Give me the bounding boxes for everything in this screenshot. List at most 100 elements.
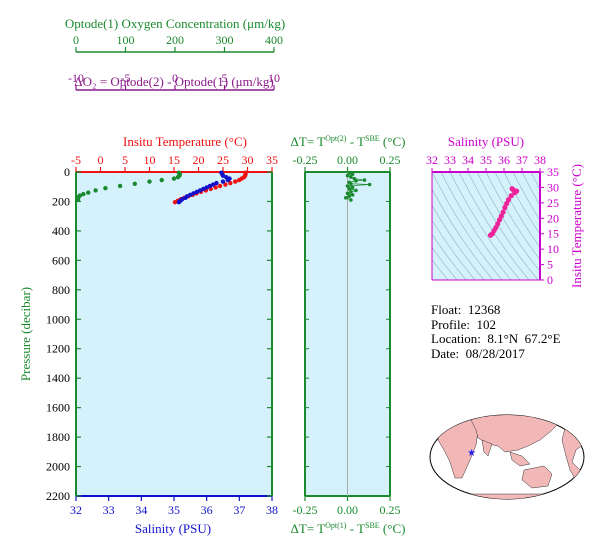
ts-x-tick-label: 37: [516, 153, 528, 167]
temperature-tick-label: 0: [98, 153, 104, 167]
temperature-point: [233, 179, 238, 184]
ts-y-tick-label: 35: [547, 165, 559, 179]
pressure-tick-label: 200: [52, 194, 70, 208]
delta-o2-axis: ΔO₂ = Optode(2) - Optode(1) (μm/kg) -10 -…: [68, 71, 280, 91]
ts-x-tick-label: 35: [480, 153, 492, 167]
ts-x-tick-label: 32: [426, 153, 438, 167]
salinity-point: [176, 199, 182, 205]
ts-y-tick-label: 10: [547, 242, 559, 256]
oxygen-point: [159, 177, 164, 183]
salinity-tick-label: 34: [135, 503, 147, 517]
oxygen-point: [117, 183, 123, 189]
delta-t-bottom-tick-label: -0.25: [293, 503, 318, 517]
ts-isopycnal: [432, 204, 485, 280]
pressure-tick-label: 1000: [46, 312, 70, 326]
profile-panel: Insitu Temperature (°C) -5 0 5 10 15 20 25 30 35…: [18, 134, 278, 536]
ts-isopycnal: [585, 172, 608, 280]
delta-t-top-tick-label: -0.25: [293, 153, 318, 167]
float-id: Float: 12368: [431, 302, 501, 317]
pressure-tick-label: 1200: [46, 342, 70, 356]
delta-o2-axis-label: ΔO₂ = Optode(2) - Optode(1) (μm/kg): [74, 74, 273, 89]
ts-y-tick-label: 25: [547, 196, 559, 210]
ts-x-tick-label: 36: [498, 153, 510, 167]
ts-isopycnal: [432, 259, 449, 280]
pressure-tick-label: 0: [64, 165, 70, 179]
pressure-tick-label: 1400: [46, 371, 70, 385]
temperature-point: [236, 177, 242, 183]
pressure-axis-label: Pressure (decibar): [18, 287, 33, 381]
pressure-tick-label: 2000: [46, 460, 70, 474]
oxygen-tick-label: 400: [265, 33, 283, 47]
delta-t-point: [350, 172, 355, 177]
delta-t-point: [350, 193, 355, 197]
ts-y-tick-label: 0: [547, 273, 553, 287]
temperature-tick-label: 20: [193, 153, 205, 167]
float-location: Location: 8.1°N 67.2°E: [431, 331, 561, 346]
oxygen-tick-label: 100: [117, 33, 135, 47]
delta-o2-tick-label: -10: [68, 71, 84, 85]
delta-t-point: [367, 182, 372, 187]
oxygen-point: [93, 188, 98, 193]
oxygen-point: [81, 191, 86, 197]
ts-y-axis-label: Insitu Temperature (°C): [569, 164, 584, 288]
delta-o2-tick-label: 10: [268, 71, 280, 85]
salinity-point: [220, 179, 226, 184]
ts-x-tick-label: 33: [444, 153, 456, 167]
temperature-tick-label: 15: [168, 153, 180, 167]
temperature-tick-label: -5: [71, 153, 81, 167]
pressure-tick-label: 1600: [46, 401, 70, 415]
delta-o2-tick-label: -5: [121, 71, 131, 85]
delta-t-panel: ΔT= TOpt(2) - TSBE (°C) ΔT= TOpt(1) - TS…: [291, 134, 406, 536]
temperature-tick-label: 10: [144, 153, 156, 167]
oxygen-axis: Optode(1) Oxygen Concentration (μm/kg) 0…: [65, 16, 285, 53]
oxygen-point: [175, 174, 181, 180]
ts-y-tick-label: 5: [547, 258, 553, 272]
profile-panel-background: [76, 172, 272, 496]
delta-t-top-label: ΔT= TOpt(2) - TSBE (°C): [291, 134, 406, 149]
ts-x-tick-label: 38: [534, 153, 546, 167]
oxygen-tick-label: 300: [216, 33, 234, 47]
salinity-tick-label: 38: [266, 503, 278, 517]
ts-x-tick-label: 34: [462, 153, 474, 167]
delta-t-point: [349, 190, 353, 194]
ts-isopycnal: [432, 233, 467, 280]
ts-x-axis-label: Salinity (PSU): [448, 134, 524, 149]
oxygen-point: [171, 176, 177, 181]
oxygen-point: [147, 179, 152, 184]
oxygen-tick-label: 200: [166, 33, 184, 47]
salinity-point: [225, 177, 231, 183]
temperature-tick-label: 35: [266, 153, 278, 167]
temperature-tick-label: 25: [217, 153, 229, 167]
ts-isopycnal: [432, 219, 476, 280]
salinity-tick-label: 32: [70, 503, 82, 517]
delta-o2-tick-label: 0: [172, 71, 178, 85]
delta-t-point: [349, 198, 353, 202]
ts-isopycnal: [476, 172, 540, 272]
ts-isopycnal: [432, 188, 494, 280]
oxygen-point: [103, 186, 108, 191]
temperature-point: [213, 185, 218, 190]
pressure-tick-label: 600: [52, 253, 70, 267]
ts-isopycnal: [503, 172, 540, 235]
map-land-india: [481, 439, 493, 457]
ts-isopycnal: [530, 172, 540, 190]
delta-t-bottom-tick-label: 0.25: [380, 503, 401, 517]
float-info-block: Float: 12368 Profile: 102 Location: 8.1°…: [431, 302, 561, 361]
ts-isopycnal: [458, 172, 530, 280]
ts-y-tick-label: 20: [547, 211, 559, 225]
ts-isopycnal: [512, 172, 540, 221]
ts-isopycnal: [432, 246, 458, 280]
temperature-point: [172, 199, 178, 205]
ts-isopycnal: [432, 172, 503, 280]
salinity-tick-label: 35: [168, 503, 180, 517]
ts-isopycnal: [485, 172, 540, 261]
ts-isopycnal: [494, 172, 540, 248]
location-map: ★: [429, 414, 585, 500]
ts-isopycnal: [440, 172, 512, 280]
pressure-tick-label: 400: [52, 224, 70, 238]
delta-t-top-tick-label: 0.25: [380, 153, 401, 167]
profile-date: Date: 08/28/2017: [431, 345, 525, 361]
pressure-tick-label: 1800: [46, 430, 70, 444]
delta-t-top-tick-label: 0.00: [337, 153, 358, 167]
pressure-tick-label: 2200: [46, 489, 70, 503]
